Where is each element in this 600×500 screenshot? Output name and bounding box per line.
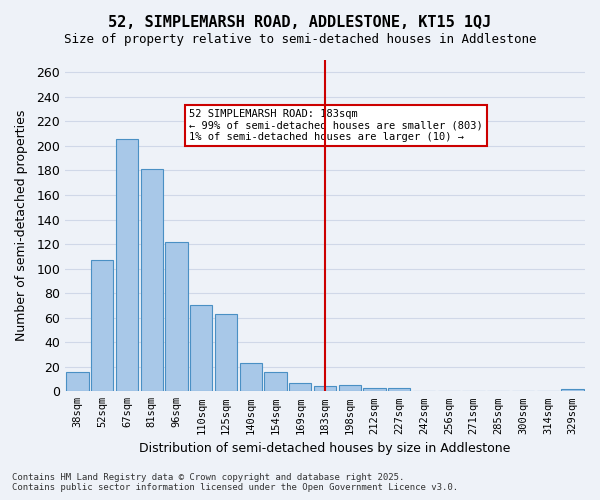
Bar [91, 260, 113, 392]
Text: Contains HM Land Registry data © Crown copyright and database right 2025.
Contai: Contains HM Land Registry data © Crown c… [12, 473, 458, 492]
Bar [562, 389, 584, 392]
Bar [388, 388, 410, 392]
Text: 52, SIMPLEMARSH ROAD, ADDLESTONE, KT15 1QJ: 52, SIMPLEMARSH ROAD, ADDLESTONE, KT15 1… [109, 15, 491, 30]
Bar [215, 314, 237, 392]
Bar [364, 388, 386, 392]
Bar [190, 306, 212, 392]
Text: Size of property relative to semi-detached houses in Addlestone: Size of property relative to semi-detach… [64, 32, 536, 46]
Text: 52 SIMPLEMARSH ROAD: 183sqm
← 99% of semi-detached houses are smaller (803)
1% o: 52 SIMPLEMARSH ROAD: 183sqm ← 99% of sem… [189, 109, 482, 142]
Bar [338, 385, 361, 392]
Bar [140, 169, 163, 392]
Bar [67, 372, 89, 392]
Bar [166, 242, 188, 392]
Bar [289, 382, 311, 392]
Bar [239, 363, 262, 392]
Y-axis label: Number of semi-detached properties: Number of semi-detached properties [15, 110, 28, 342]
X-axis label: Distribution of semi-detached houses by size in Addlestone: Distribution of semi-detached houses by … [139, 442, 511, 455]
Bar [265, 372, 287, 392]
Bar [314, 386, 336, 392]
Bar [116, 138, 138, 392]
